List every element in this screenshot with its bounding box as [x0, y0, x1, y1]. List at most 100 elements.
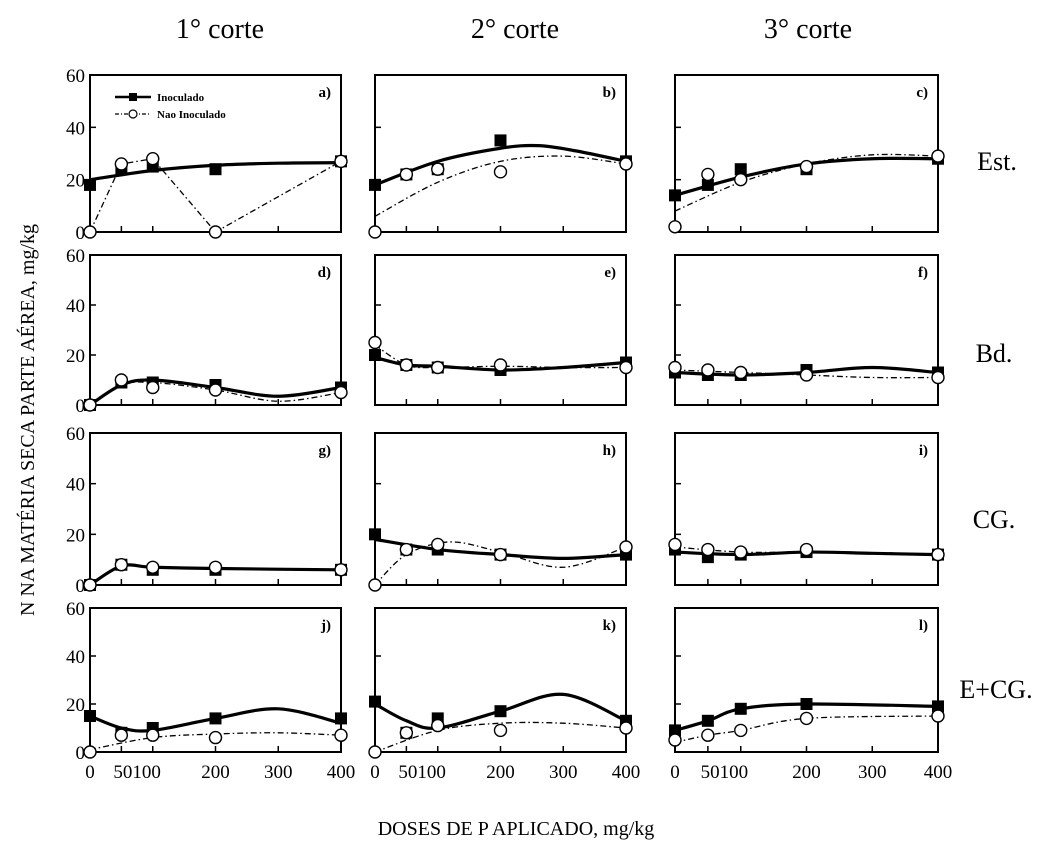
point-inoculado	[335, 712, 347, 725]
point-nao-inoculado	[399, 358, 414, 372]
y-tick-label: 0	[76, 743, 86, 764]
panel-letter: a)	[319, 85, 332, 101]
point-inoculado	[669, 724, 681, 737]
panel-letter: h)	[603, 443, 616, 459]
y-tick-label: 20	[66, 525, 85, 546]
point-nao-inoculado	[146, 152, 160, 166]
point-nao-inoculado	[114, 373, 129, 387]
panel-e: e)	[368, 254, 633, 406]
series-line-nao-inoculado	[374, 344, 627, 369]
x-tick-label: 0	[670, 762, 680, 783]
point-inoculado	[701, 714, 714, 727]
point-nao-inoculado	[399, 167, 414, 182]
point-nao-inoculado	[734, 723, 748, 738]
point-nao-inoculado	[799, 159, 814, 174]
panel-letter: i)	[919, 443, 928, 459]
panel-frame	[374, 254, 627, 406]
y-tick-label: 40	[66, 296, 85, 317]
panel-g: 0 20 40 60 g)	[66, 424, 348, 597]
y-tick-label: 60	[66, 246, 85, 267]
y-tick-label: 60	[66, 424, 85, 445]
series-line-nao-inoculado	[89, 158, 342, 233]
point-nao-inoculado	[208, 560, 223, 574]
panel-frame	[674, 432, 939, 586]
point-inoculado	[800, 698, 813, 710]
point-nao-inoculado	[114, 558, 129, 572]
point-nao-inoculado	[619, 540, 633, 554]
point-inoculado	[669, 189, 681, 202]
column-title-2: 2° corte	[471, 14, 559, 45]
series-line-nao-inoculado	[374, 155, 627, 217]
point-nao-inoculado	[668, 360, 682, 375]
panel-letter: l)	[919, 618, 928, 634]
point-nao-inoculado	[931, 547, 945, 562]
y-tick-label: 0	[76, 223, 86, 244]
point-inoculado	[209, 712, 222, 725]
point-nao-inoculado	[431, 537, 445, 552]
x-tick-label: 200	[792, 762, 821, 783]
point-inoculado	[734, 163, 747, 176]
y-tick-label: 20	[66, 171, 85, 192]
point-nao-inoculado	[146, 560, 160, 574]
panel-letter: d)	[318, 265, 331, 281]
column-titles: 1° corte 2° corte 3° corte	[176, 14, 852, 45]
y-tick-label: 40	[66, 647, 85, 668]
point-nao-inoculado	[368, 225, 382, 239]
x-tick-label: 200	[201, 762, 230, 783]
point-nao-inoculado	[668, 220, 682, 234]
point-nao-inoculado	[493, 723, 508, 738]
point-nao-inoculado	[668, 733, 682, 747]
point-inoculado	[494, 705, 507, 718]
x-tick-label: 50100	[701, 762, 749, 783]
point-inoculado	[369, 349, 381, 361]
x-tick-label: 300	[264, 762, 293, 783]
point-inoculado	[369, 178, 381, 191]
point-nao-inoculado	[931, 149, 945, 163]
x-tick-label: 400	[924, 762, 953, 783]
panel-frame	[674, 74, 939, 233]
panel-c: c)	[668, 74, 945, 234]
point-nao-inoculado	[146, 728, 160, 742]
x-tick-label: 400	[612, 762, 641, 783]
panel-frame	[674, 254, 939, 406]
legend-marker-circle	[128, 109, 138, 119]
y-tick-label: 60	[66, 599, 85, 620]
point-nao-inoculado	[734, 172, 748, 187]
y-tick-label: 20	[66, 695, 85, 716]
point-nao-inoculado	[399, 726, 414, 740]
point-nao-inoculado	[799, 542, 814, 557]
row-labels: Est. Bd. CG. E+CG.	[959, 147, 1032, 704]
x-axis-label: DOSES DE P APLICADO, mg/kg	[378, 818, 655, 840]
point-nao-inoculado	[931, 709, 945, 723]
panel-b: b)	[368, 74, 633, 239]
panel-letter: e)	[604, 265, 616, 281]
x-tick-label: 300	[549, 762, 578, 783]
panels: 0 20 40 60 a) b) c) 0 20 40 60 d) e) f) 0 20 40 60 g) h) i) 0…	[66, 66, 952, 783]
row-label-4: E+CG.	[959, 675, 1032, 704]
series-line-inoculado	[374, 143, 627, 187]
series-line-nao-inoculado	[374, 721, 627, 753]
point-nao-inoculado	[701, 167, 715, 182]
x-tick-label: 300	[858, 762, 887, 783]
point-nao-inoculado	[931, 370, 945, 385]
panel-letter: k)	[603, 618, 616, 634]
panel-l: 0 50100 200 300 400 l)	[668, 607, 953, 783]
point-inoculado	[932, 700, 944, 713]
y-axis-label: N NA MATÉRIA SECA PARTE AÉREA, mg/kg	[16, 224, 39, 616]
panel-frame	[89, 74, 342, 233]
panel-h: h)	[368, 432, 633, 592]
panel-k: 0 50100 200 300 400 k)	[368, 607, 641, 783]
point-nao-inoculado	[334, 728, 348, 742]
panel-frame	[674, 607, 939, 753]
point-nao-inoculado	[431, 718, 445, 733]
point-inoculado	[369, 528, 381, 541]
point-inoculado	[84, 710, 96, 722]
series-line-inoculado	[374, 692, 627, 730]
y-tick-label: 60	[66, 66, 85, 87]
legend-label-nao-inoculado: Nao Inoculado	[157, 109, 226, 121]
panel-letter: c)	[916, 85, 928, 101]
point-nao-inoculado	[701, 542, 715, 557]
point-nao-inoculado	[493, 547, 508, 562]
point-nao-inoculado	[114, 728, 129, 742]
x-tick-label: 0	[85, 762, 95, 783]
